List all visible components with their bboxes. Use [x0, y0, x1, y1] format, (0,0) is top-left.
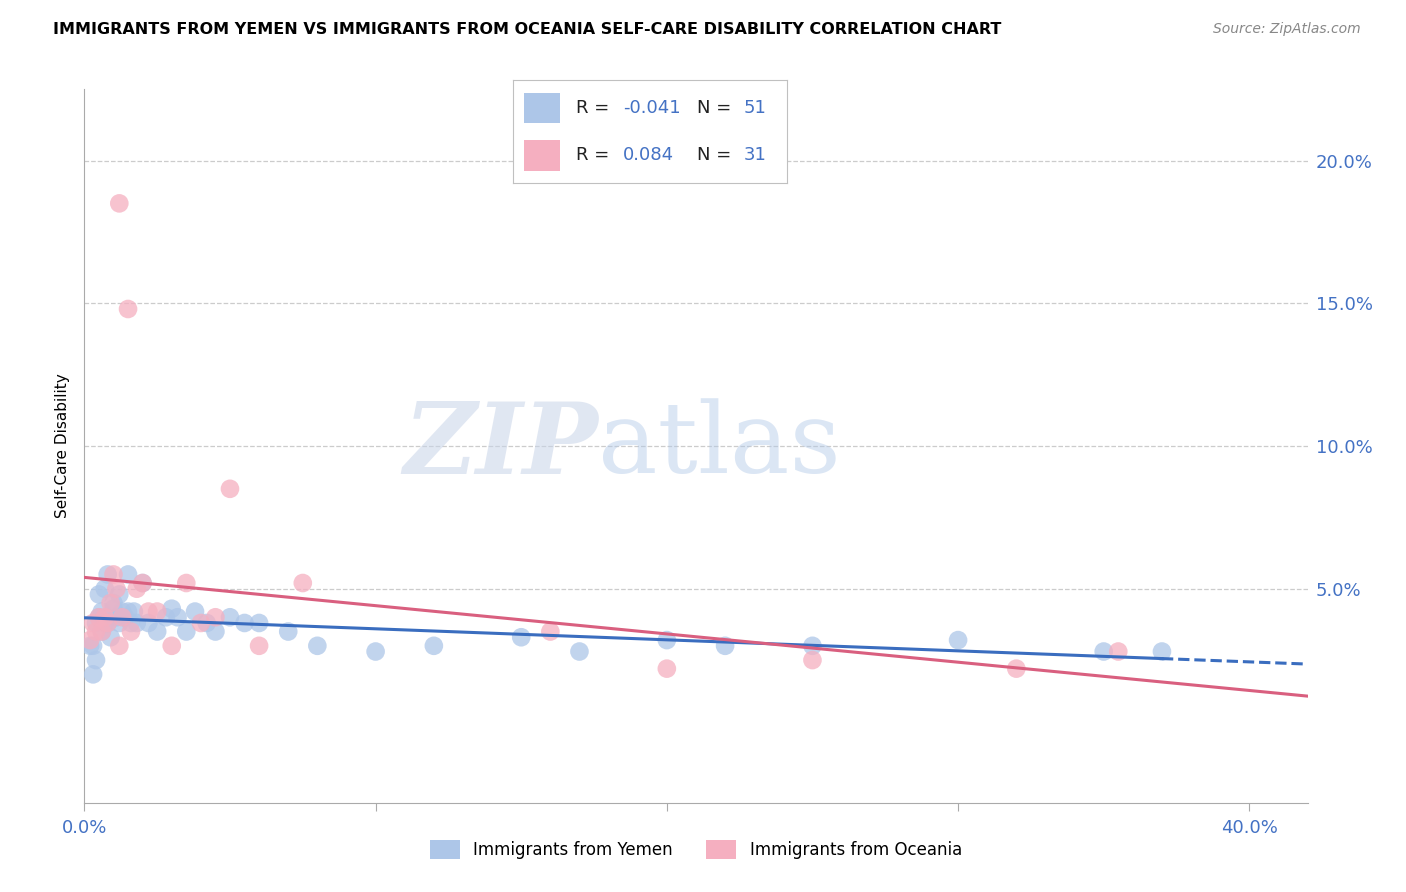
Legend: Immigrants from Yemen, Immigrants from Oceania: Immigrants from Yemen, Immigrants from O…: [423, 833, 969, 866]
Point: [1107, 644, 1129, 658]
Point: [160, 601, 183, 615]
Point: [103, 596, 125, 610]
Point: [801, 639, 824, 653]
Point: [204, 610, 226, 624]
Point: [120, 615, 142, 630]
Point: [655, 633, 678, 648]
Point: [93, 582, 115, 596]
Point: [87, 587, 110, 601]
Point: [79, 639, 101, 653]
Point: [247, 639, 270, 653]
Point: [97, 615, 120, 630]
Text: R =: R =: [576, 99, 609, 117]
Text: atlas: atlas: [598, 398, 841, 494]
Point: [1005, 662, 1028, 676]
Point: [510, 630, 533, 644]
Point: [307, 639, 329, 653]
Point: [219, 482, 242, 496]
Point: [190, 615, 212, 630]
Point: [117, 301, 139, 316]
Point: [655, 662, 678, 676]
Point: [184, 605, 207, 619]
Point: [87, 610, 110, 624]
Point: [105, 610, 128, 624]
Point: [131, 576, 153, 591]
Point: [146, 624, 169, 639]
Point: [84, 653, 107, 667]
Point: [111, 605, 134, 619]
Point: [120, 624, 142, 639]
Point: [233, 615, 256, 630]
Text: 0.084: 0.084: [623, 146, 673, 164]
Point: [82, 667, 104, 681]
Point: [946, 633, 969, 648]
Text: IMMIGRANTS FROM YEMEN VS IMMIGRANTS FROM OCEANIA SELF-CARE DISABILITY CORRELATIO: IMMIGRANTS FROM YEMEN VS IMMIGRANTS FROM…: [53, 22, 1002, 37]
Point: [125, 615, 148, 630]
Point: [97, 615, 120, 630]
Point: [155, 610, 177, 624]
Text: -0.041: -0.041: [623, 99, 681, 117]
Point: [108, 615, 131, 630]
Point: [166, 610, 188, 624]
Point: [108, 196, 131, 211]
Point: [538, 624, 561, 639]
Point: [84, 615, 107, 630]
Point: [247, 615, 270, 630]
Point: [100, 596, 122, 610]
Point: [125, 582, 148, 596]
Point: [1150, 644, 1173, 658]
Point: [93, 610, 115, 624]
Text: 51: 51: [744, 99, 766, 117]
Text: 31: 31: [744, 146, 766, 164]
Text: R =: R =: [576, 146, 609, 164]
Text: N =: N =: [697, 99, 731, 117]
Point: [90, 624, 112, 639]
Point: [714, 639, 737, 653]
Point: [90, 605, 112, 619]
Point: [111, 610, 134, 624]
Point: [117, 567, 139, 582]
Point: [801, 653, 824, 667]
Point: [174, 624, 197, 639]
Point: [138, 615, 160, 630]
Point: [277, 624, 299, 639]
Point: [122, 605, 145, 619]
Point: [93, 615, 115, 630]
Point: [195, 615, 218, 630]
Point: [204, 624, 226, 639]
Point: [174, 576, 197, 591]
Bar: [524, 140, 560, 170]
Y-axis label: Self-Care Disability: Self-Care Disability: [55, 374, 70, 518]
Point: [117, 605, 139, 619]
Point: [108, 639, 131, 653]
Point: [364, 644, 387, 658]
Point: [79, 633, 101, 648]
Point: [160, 639, 183, 653]
Point: [105, 582, 128, 596]
Point: [82, 639, 104, 653]
Point: [103, 601, 125, 615]
Point: [90, 624, 112, 639]
Point: [87, 610, 110, 624]
Point: [82, 615, 104, 630]
Point: [219, 610, 242, 624]
Point: [97, 567, 120, 582]
Point: [131, 576, 153, 591]
Point: [423, 639, 446, 653]
Point: [114, 610, 136, 624]
Bar: [524, 93, 560, 123]
Text: ZIP: ZIP: [404, 398, 598, 494]
Point: [108, 587, 131, 601]
Text: N =: N =: [697, 146, 731, 164]
Point: [84, 624, 107, 639]
Point: [291, 576, 314, 591]
Text: Source: ZipAtlas.com: Source: ZipAtlas.com: [1213, 22, 1361, 37]
Point: [100, 630, 122, 644]
Point: [138, 605, 160, 619]
Point: [568, 644, 591, 658]
Point: [103, 567, 125, 582]
Point: [1092, 644, 1115, 658]
Point: [146, 605, 169, 619]
